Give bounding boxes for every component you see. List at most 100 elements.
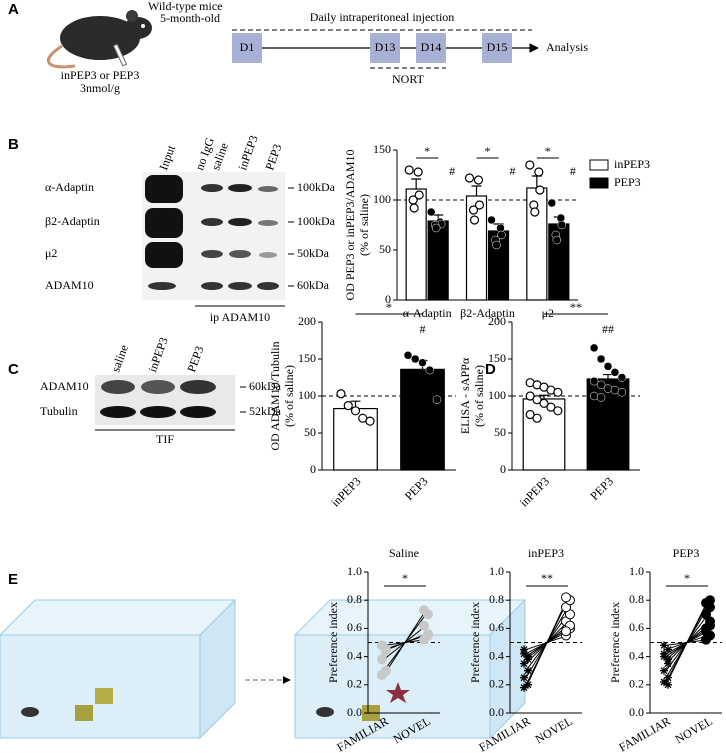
y-tick-label: 0 [310,462,316,476]
y-axis-label: ELISA - sAPPα [458,357,472,434]
data-point [524,666,532,675]
data-point [469,215,480,225]
legend-label: PEP3 [614,175,641,189]
data-point [524,680,532,689]
legend-swatch [589,177,609,189]
data-point [404,165,414,175]
chart-title: Saline [389,546,419,560]
y-axis-label: (% of saline) [282,365,296,427]
data-point [365,416,375,426]
row-label: β2-Adaptin [45,214,100,228]
y-tick-label: 0.6 [629,620,644,634]
data-point [660,677,668,686]
data-point [410,354,420,364]
data-point [532,395,542,405]
y-tick-label: 0.6 [489,620,504,634]
data-point [610,368,620,377]
data-point [474,200,485,210]
data-point [556,213,566,223]
data-point [377,654,387,665]
data-point [403,351,413,360]
day-box [370,33,400,63]
lane-label: PEP3 [262,142,284,172]
data-point [535,185,545,195]
y-tick-label: 0.4 [629,648,644,662]
mouse-label: 5-month-old [160,11,220,25]
data-point [473,175,484,185]
data-point [520,673,528,682]
data-point [381,645,391,656]
data-point [552,235,562,245]
bar [427,220,449,301]
day-box [416,33,446,63]
data-point [520,683,528,692]
data-point [664,659,672,668]
y-tick-label: 50 [379,242,391,256]
data-point [596,354,606,364]
y-tick-label: 0.2 [489,677,504,691]
panel-label: B [8,136,19,153]
annotation: * [684,571,690,585]
annotation: * [386,300,392,314]
legend-label: inPEP3 [614,157,650,171]
y-tick-label: 0.4 [347,648,362,662]
y-tick-label: 150 [373,142,391,156]
data-point [432,395,442,404]
treatment-label: inPEP3 or PEP3 [61,68,140,82]
y-axis-label: OD PEP3 or inPEP3/ADAM10 [343,149,357,300]
data-point [660,649,668,658]
data-point [524,655,532,664]
data-point [589,376,599,386]
pair-line [383,633,427,652]
y-tick-label: 0 [500,462,506,476]
x-tick-label: PEP3 [587,474,616,503]
y-tick-label: 0.6 [347,620,362,634]
nort-arena-1 [0,598,237,740]
y-axis-label: OD ADAM10/Tubulin [268,341,282,450]
y-tick-label: 150 [488,351,506,365]
y-axis-label: Preference index [326,602,340,683]
pair-line [525,630,569,655]
data-point [492,240,501,250]
data-point [497,230,506,240]
row-label: ADAM10 [45,278,94,292]
lane-label: inPEP3 [235,133,260,172]
y-tick-label: 0.2 [347,677,362,691]
y-tick-label: 100 [298,388,316,402]
x-tick-label: NOVEL [673,714,715,746]
annotation: # [570,164,576,178]
data-point [343,401,353,411]
error-bar [411,178,422,189]
data-point [664,680,672,689]
annotation: # [420,322,426,336]
mouse-icon [46,10,152,69]
x-tick-label: inPEP3 [517,474,552,509]
data-point [660,641,668,650]
lane-label: inPEP3 [145,335,170,374]
panel-label: A [8,1,19,18]
data-point [603,384,613,393]
lane-label: Input [156,143,178,172]
panel-label: D [485,361,496,378]
x-tick-label: NOVEL [533,714,575,746]
data-point [496,223,505,233]
chart-title: PEP3 [673,546,700,560]
y-tick-label: 1.0 [347,564,362,578]
data-point [464,173,475,183]
y-tick-label: 200 [298,314,316,328]
day-box [482,33,512,63]
data-point [589,391,599,401]
treatment-label: 3nmol/g [80,81,120,95]
x-tick-label: β2-Adaptin [460,306,515,320]
data-point [426,207,436,217]
y-tick-label: 0.4 [489,648,504,662]
annotation: ## [602,322,614,336]
nort-label: NORT [392,72,425,86]
bar [400,368,445,471]
panel-label: C [8,361,19,378]
data-point [520,659,528,668]
annotation: # [510,164,516,178]
data-point [336,389,346,399]
fraction-label: TIF [156,432,174,446]
data-point [561,592,571,603]
